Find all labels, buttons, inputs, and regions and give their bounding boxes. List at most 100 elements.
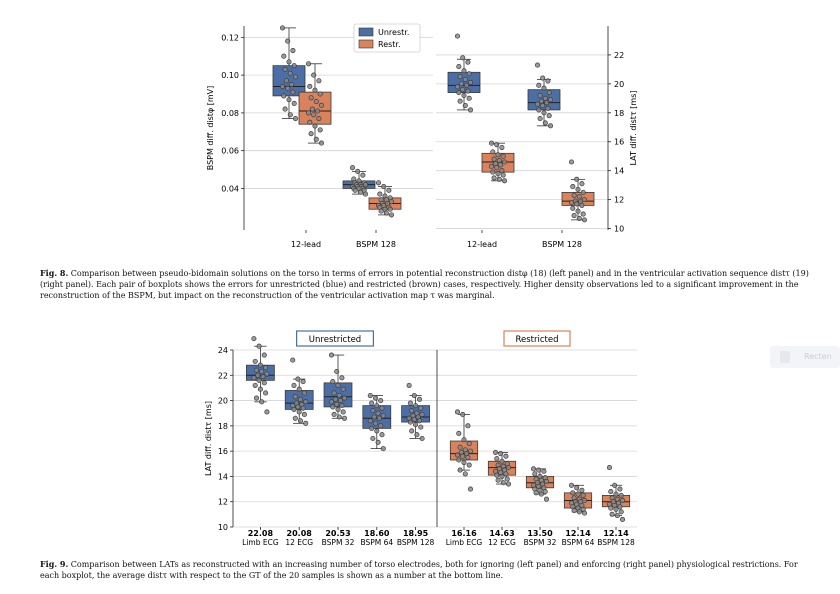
fig8-right-unrestr-point xyxy=(458,81,464,87)
fig8-left-unrestr-point xyxy=(291,63,297,69)
fig8-left-ytick-label: 0.12 xyxy=(221,33,239,42)
fig9-restricted-mean-label: 12.14 xyxy=(565,529,591,538)
fig9-unrestricted-point xyxy=(292,415,298,421)
fig8-left-ytick-label: 0.04 xyxy=(221,184,239,193)
fig9-restricted-xtick-label: BSPM 128 xyxy=(597,538,635,547)
fig9-unrestricted-point xyxy=(416,396,423,402)
fig9-restricted-point xyxy=(494,472,500,478)
fig8-right-ytick-label: 22 xyxy=(614,51,624,60)
fig9-unrestricted-point xyxy=(263,390,269,396)
fig9-restricted-point xyxy=(617,486,623,492)
fig9-unrestricted-point xyxy=(370,408,376,414)
fig9-unrestricted-point xyxy=(341,415,348,421)
fig9-restricted-point xyxy=(495,477,501,483)
fig8-right-restr-point xyxy=(574,176,580,182)
fig9-restricted-xtick-label: 12 ECG xyxy=(488,538,516,547)
fig9-unrestricted-mean-label: 20.08 xyxy=(287,529,313,538)
fig8-right-ylabel: LAT diff. distτ [ms] xyxy=(629,91,638,166)
fig9-unrestricted-xtick-label: 12 ECG xyxy=(285,538,313,547)
fig8-right-restr-point xyxy=(568,159,575,165)
fig8-right-unrestr-point xyxy=(462,103,468,109)
fig9-unrestricted-xtick-label: BSPM 64 xyxy=(360,538,393,547)
fig8-right-restr-point xyxy=(492,160,498,166)
fig8-right-restr-point xyxy=(488,140,495,146)
fig9-unrestricted-point xyxy=(413,422,419,428)
fig8-left-ytick-label: 0.08 xyxy=(221,109,239,118)
fig8-right-restr-point xyxy=(499,144,505,151)
fig9-unrestricted-point xyxy=(301,411,307,418)
fig8-right-restr-point xyxy=(496,176,502,182)
fig9-restricted-point xyxy=(461,437,467,443)
fig9-unrestricted-point xyxy=(301,390,307,396)
fig9-unrestricted-point xyxy=(260,373,266,380)
fig9-unrestricted-point xyxy=(252,382,258,388)
fig8-left-unrestr-point xyxy=(286,59,292,65)
fig9-restricted-point xyxy=(532,471,538,477)
fig8-left-xtick-label: 12-lead xyxy=(291,240,321,249)
fig9-restricted-mean-label: 12.14 xyxy=(603,529,629,538)
ghost-overlay-button[interactable]: Recten xyxy=(770,346,840,368)
fig9-restricted-point xyxy=(504,476,510,482)
fig9-restricted-point xyxy=(612,482,618,488)
fig8-left-unrestr-point xyxy=(285,38,291,44)
fig9-unrestricted-point xyxy=(370,435,376,442)
fig9-restricted-point xyxy=(574,485,580,491)
fig8-right-unrestr-point xyxy=(546,90,552,96)
fig8-left-unrestr-point xyxy=(360,172,366,178)
fig9-unrestricted-point xyxy=(407,419,413,425)
fig9-unrestricted-point xyxy=(407,400,413,406)
fig8-right-unrestr-point xyxy=(464,82,470,88)
fig8-left-restr-point xyxy=(305,61,312,67)
fig9-restricted-point xyxy=(492,449,499,455)
fig9-unrestricted-point xyxy=(257,386,263,392)
fig8-left-xtick-label: BSPM 128 xyxy=(356,240,396,249)
fig9-unrestricted-point xyxy=(375,439,381,445)
fig8-left-unrestr-point xyxy=(291,100,297,106)
fig8-right-ytick-label: 18 xyxy=(614,109,624,118)
fig8-left-ytick-label: 0.10 xyxy=(221,71,239,80)
fig9-unrestricted-point xyxy=(291,406,297,412)
fig8-right-restr-point xyxy=(575,186,581,193)
fig9-unrestricted-point xyxy=(367,392,373,399)
figure-8-plot: 0.04 0.06 0.08 0.10 0.12 BSPM diff. distφ [mV… xyxy=(206,23,638,249)
document-icon xyxy=(780,351,790,363)
fig9-unrestricted-point xyxy=(264,409,270,415)
fig9-unrestricted-point xyxy=(418,424,424,430)
fig8-left-restr-point xyxy=(311,72,317,78)
fig9-restricted-point xyxy=(457,467,463,473)
fig8-right-unrestr-point xyxy=(467,107,474,113)
fig8-left-ylabel: BSPM diff. distφ [mV] xyxy=(206,86,215,171)
fig9-restricted-point xyxy=(498,451,504,457)
fig8-left-restr-point xyxy=(316,78,322,84)
fig9-unrestricted-mean-label: 18.60 xyxy=(364,529,390,538)
fig8-right-restr-point xyxy=(571,192,577,198)
fig9-restricted-point xyxy=(505,465,512,471)
fig8-left-unrestr-point xyxy=(286,97,292,103)
fig9-unrestricted-point xyxy=(334,401,340,407)
fig8-right-restr-point xyxy=(490,149,496,155)
fig8-left-unrestr-point xyxy=(287,112,293,118)
fig8-right-restr-point xyxy=(501,178,508,184)
fig8-right-unrestr-point xyxy=(547,97,554,103)
fig9-unrestricted-point xyxy=(419,435,425,442)
fig9-unrestricted-xtick-label: BSPM 32 xyxy=(322,538,355,547)
fig9-unrestricted-point xyxy=(251,375,257,381)
fig9-unrestricted-point xyxy=(296,409,302,415)
fig8-left-restr-point xyxy=(307,83,313,89)
fig9-unrestricted-point xyxy=(340,386,346,392)
fig8-right-unrestr-point xyxy=(537,92,543,98)
fig8-right-restr-point xyxy=(576,215,582,221)
fig8-right-ytick-label: 20 xyxy=(614,80,624,89)
fig8-right-restr-point xyxy=(581,217,588,223)
fig8-right-unrestr-point xyxy=(462,76,468,83)
fig9-ytick-label: 22 xyxy=(218,371,228,380)
fig8-right-restr-point xyxy=(488,163,495,169)
fig8-right-unrestr-point xyxy=(457,74,463,80)
fig8-left-unrestr-point xyxy=(290,89,296,95)
fig8-right-unrestr-point xyxy=(456,63,462,70)
fig8-left-unrestr-point xyxy=(357,189,363,195)
fig9-restricted-point xyxy=(619,516,626,522)
fig9-unrestricted-point xyxy=(295,404,301,410)
fig8-right-unrestr-point xyxy=(542,95,548,101)
fig9-restricted-point xyxy=(454,452,461,458)
